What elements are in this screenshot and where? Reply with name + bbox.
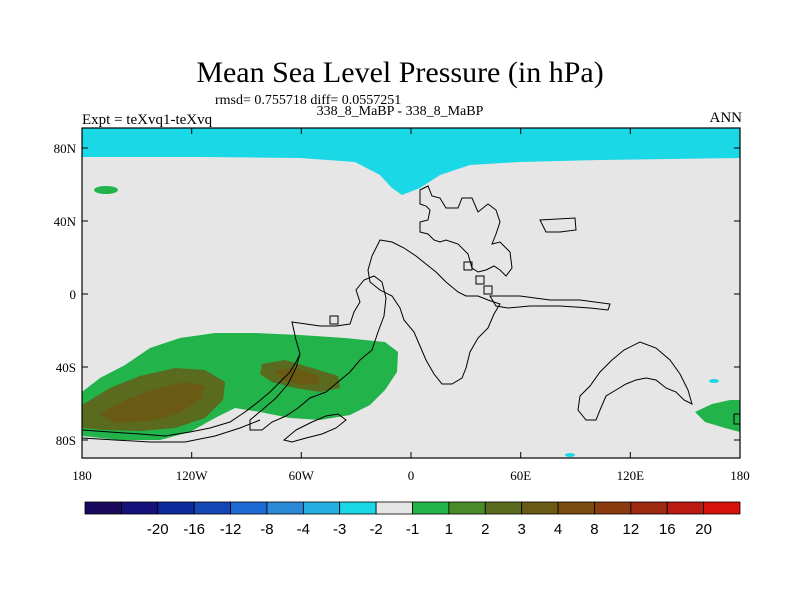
colorbar-label: -1 (406, 521, 419, 538)
colorbar-swatch (302, 501, 341, 515)
colorbar-label: 8 (590, 521, 598, 538)
colorbar-label: 4 (554, 521, 562, 538)
south-high-anomaly-max (275, 368, 320, 385)
lon-tick-label: 120W (176, 468, 209, 483)
colorbar-swatch (193, 501, 231, 515)
season-text: ANN (709, 110, 743, 126)
small-high-anomaly (94, 186, 118, 194)
colorbar-swatch (339, 501, 377, 515)
longitude-axis: 180 120W 60W 0 60E 120E 180 (72, 128, 750, 483)
lon-tick-label: 0 (408, 468, 415, 483)
colorbar-label: -2 (369, 521, 382, 538)
colorbar-label: -12 (220, 521, 242, 538)
colorbar-swatch (521, 501, 559, 515)
colorbar-swatch (557, 501, 595, 515)
experiment-text: Expt = teXvq1-teXvq (82, 112, 213, 128)
colorbar-swatch (84, 501, 122, 515)
colorbar: -20 -16 -12 -8 -4 -3 -2 -1 1 2 3 4 8 12 16 20 (84, 501, 741, 538)
colorbar-label: -20 (147, 521, 169, 538)
colorbar-label: 1 (445, 521, 453, 538)
colorbar-swatch (666, 501, 705, 515)
colorbar-swatch (448, 501, 486, 515)
case-text: 338_8_MaBP - 338_8_MaBP (316, 104, 484, 119)
colorbar-label: 12 (622, 521, 639, 538)
small-low-anomaly (565, 453, 575, 457)
colorbar-label: 16 (659, 521, 676, 538)
lat-tick-label: 0 (70, 287, 77, 302)
lon-tick-label: 60W (289, 468, 315, 483)
map-fields (82, 128, 740, 457)
colorbar-label: 3 (517, 521, 525, 538)
lat-tick-label: 40S (56, 360, 76, 375)
colorbar-swatch (157, 501, 195, 515)
colorbar-swatch (266, 501, 304, 515)
stats-text: rmsd= 0.755718 diff= 0.0557251 (215, 93, 402, 108)
colorbar-label: -16 (183, 521, 205, 538)
plot-title: Mean Sea Level Pressure (in hPa) (196, 56, 604, 89)
colorbar-swatch (594, 501, 632, 515)
south-high-anomaly-max (100, 382, 205, 423)
colorbar-swatch (120, 501, 159, 515)
colorbar-label: -3 (333, 521, 346, 538)
lon-tick-label: 120E (617, 468, 645, 483)
coastlines (82, 185, 740, 443)
colorbar-label: 20 (695, 521, 712, 538)
latitude-axis: 80N 40N 0 40S 80S (54, 141, 740, 448)
arctic-low-anomaly (82, 128, 740, 195)
lat-tick-label: 80N (54, 141, 77, 156)
lat-tick-label: 80S (56, 433, 76, 448)
lon-tick-label: 60E (510, 468, 531, 483)
colorbar-label: 2 (481, 521, 489, 538)
lat-tick-label: 40N (54, 214, 77, 229)
east-high-anomaly (695, 400, 740, 432)
colorbar-swatch (230, 501, 268, 515)
colorbar-swatch (630, 501, 668, 515)
colorbar-swatch (703, 501, 741, 515)
colorbar-label: -4 (297, 521, 310, 538)
small-low-anomaly (709, 379, 719, 383)
colorbar-swatch (375, 501, 413, 515)
colorbar-label: -8 (260, 521, 273, 538)
lon-tick-label: 180 (72, 468, 92, 483)
colorbar-swatch (412, 501, 450, 515)
lon-tick-label: 180 (730, 468, 750, 483)
colorbar-swatch (484, 501, 523, 515)
